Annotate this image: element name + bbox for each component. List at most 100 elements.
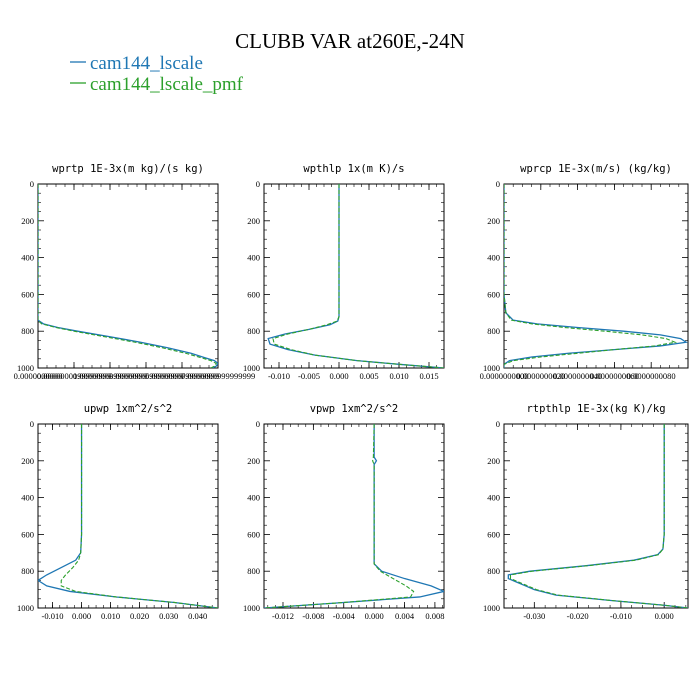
x-tick-label: 0.0000000060 — [590, 371, 639, 381]
y-tick-label: 1000 — [243, 363, 260, 373]
y-tick-label: 800 — [247, 326, 260, 336]
y-tick-label: 200 — [487, 216, 500, 226]
series-line-lscale-pmf — [264, 424, 415, 608]
y-tick-label: 1000 — [17, 363, 34, 373]
x-tick-label: -0.020 — [567, 611, 589, 621]
legend-label-lscale-pmf: cam144_lscale_pmf — [90, 74, 244, 95]
legend-label-lscale: cam144_lscale — [90, 53, 203, 74]
y-tick-label: 400 — [21, 253, 34, 263]
plot-frame — [263, 183, 445, 369]
y-tick-label: 200 — [21, 216, 34, 226]
y-tick-label: 400 — [487, 493, 500, 503]
y-tick-label: 800 — [247, 566, 260, 576]
y-tick-label: 600 — [487, 289, 500, 299]
series-line-lscale — [267, 184, 444, 368]
x-tick-label: 0.0000000020 — [516, 371, 565, 381]
y-tick-label: 600 — [487, 529, 500, 539]
y-tick-label: 0 — [496, 179, 500, 189]
y-tick-label: 1000 — [17, 603, 34, 613]
series-line-lscale — [507, 424, 688, 608]
x-tick-label: 0.010 — [101, 611, 120, 621]
x-tick-label: 0.0000000199999999 — [37, 371, 111, 381]
x-tick-label: 0.0000000599999999 — [109, 371, 183, 381]
x-tick-label: 0.000 — [655, 611, 674, 621]
panel-4: upwp 1xm^2/s^2 0 200 400 600 800 1000 -0.010 0.0… — [17, 403, 219, 621]
y-tick-label: 600 — [21, 529, 34, 539]
x-tick-label: 0.015 — [419, 371, 438, 381]
x-tick-label: -0.008 — [302, 611, 324, 621]
y-tick-label: 800 — [21, 326, 34, 336]
x-tick-label: 0.0000000000 — [480, 371, 529, 381]
x-tick-label: -0.010 — [42, 611, 64, 621]
x-tick-label: -0.012 — [272, 611, 294, 621]
y-tick-label: 400 — [21, 493, 34, 503]
x-tick-label: -0.030 — [523, 611, 545, 621]
y-tick-label: 200 — [247, 216, 260, 226]
panel-title: wprtp 1E-3x(m kg)/(s kg) — [52, 163, 204, 175]
y-tick-label: 600 — [21, 289, 34, 299]
series-line-lscale-pmf — [272, 184, 444, 368]
plot-frame — [263, 423, 445, 609]
x-tick-label: 0.0000000999999999 — [181, 371, 255, 381]
panel-title: wpthlp 1x(m K)/s — [303, 163, 404, 175]
x-tick-label: 0.000 — [329, 371, 348, 381]
x-tick-label: 0.005 — [359, 371, 378, 381]
panel-5: vpwp 1xm^2/s^2 0 200 400 600 800 1000 -0.012 -0.… — [243, 403, 445, 621]
x-tick-label: 0.0000000799999999 — [145, 371, 219, 381]
y-tick-label: 800 — [487, 326, 500, 336]
series-line-lscale-pmf — [38, 184, 217, 368]
series-line-lscale-pmf — [504, 184, 678, 368]
x-tick-label: 0.010 — [389, 371, 408, 381]
y-tick-label: 800 — [21, 566, 34, 576]
x-tick-label: 0.030 — [159, 611, 178, 621]
panels: wprtp 1E-3x(m kg)/(s kg) 0 200 400 600 800 100… — [14, 163, 689, 621]
x-tick-label: 0.0000000000 — [14, 371, 63, 381]
y-tick-label: 0 — [256, 419, 260, 429]
panel-title: vpwp 1xm^2/s^2 — [310, 403, 399, 415]
plot-frame — [37, 423, 219, 609]
series-line-lscale — [504, 184, 688, 368]
y-tick-label: 800 — [487, 566, 500, 576]
panel-title: rtpthlp 1E-3x(kg K)/kg — [526, 403, 665, 415]
legend: cam144_lscale cam144_lscale_pmf — [70, 53, 244, 95]
y-tick-label: 1000 — [483, 603, 500, 613]
series-line-lscale — [264, 424, 444, 608]
x-tick-label: 0.008 — [425, 611, 444, 621]
y-tick-label: 200 — [487, 456, 500, 466]
y-tick-label: 400 — [247, 493, 260, 503]
x-tick-label: 0.000 — [365, 611, 384, 621]
series-line-lscale — [38, 424, 218, 608]
y-tick-label: 0 — [30, 179, 34, 189]
panel-2: wpthlp 1x(m K)/s 0 200 400 600 800 1000 -0.010-… — [243, 163, 445, 381]
x-tick-label: -0.010 — [610, 611, 632, 621]
x-tick-label: 0.020 — [130, 611, 149, 621]
y-tick-label: 0 — [30, 419, 34, 429]
x-tick-label: 0.000 — [72, 611, 91, 621]
series-line-lscale — [38, 184, 218, 368]
y-tick-label: 400 — [247, 253, 260, 263]
x-tick-label: 0.040 — [188, 611, 207, 621]
x-tick-label: -0.004 — [333, 611, 356, 621]
y-tick-label: 200 — [247, 456, 260, 466]
x-tick-label: 0.0000000399999999 — [73, 371, 147, 381]
series-line-lscale-pmf — [60, 424, 218, 608]
y-tick-label: 600 — [247, 529, 260, 539]
panel-6: rtpthlp 1E-3x(kg K)/kg 0 200 400 600 800 1000 -… — [483, 403, 689, 621]
y-tick-label: 1000 — [243, 603, 260, 613]
y-tick-label: 0 — [256, 179, 260, 189]
plot-frame — [503, 183, 689, 369]
y-tick-label: 0 — [496, 419, 500, 429]
panel-title: upwp 1xm^2/s^2 — [84, 403, 173, 415]
x-tick-label: 0.0000000080 — [627, 371, 676, 381]
panel-1: wprtp 1E-3x(m kg)/(s kg) 0 200 400 600 800 100… — [14, 163, 256, 381]
panel-title: wprcp 1E-3x(m/s) (kg/kg) — [520, 163, 672, 175]
y-tick-label: 400 — [487, 253, 500, 263]
y-tick-label: 600 — [247, 289, 260, 299]
plot-frame — [503, 423, 689, 609]
x-tick-label: 0.004 — [395, 611, 415, 621]
x-tick-label: -0.010 — [268, 371, 290, 381]
y-tick-label: 200 — [21, 456, 34, 466]
figure-title: CLUBB VAR at260E,-24N — [235, 29, 465, 53]
y-tick-label: 1000 — [483, 363, 500, 373]
